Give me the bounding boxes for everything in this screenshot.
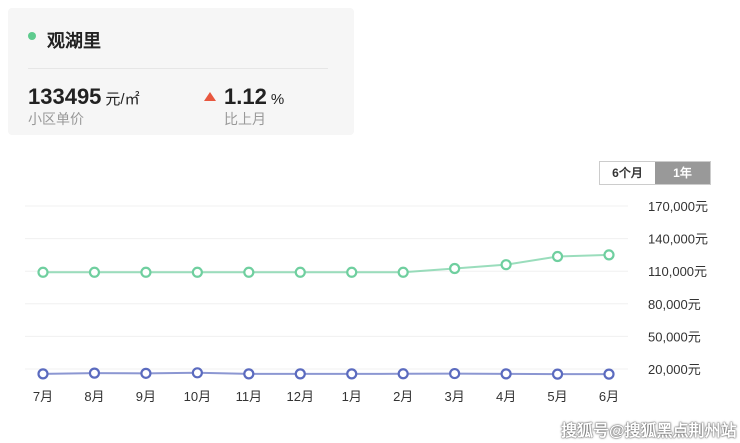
- data-point: [449, 262, 461, 275]
- x-tick-label: 2月: [393, 389, 413, 404]
- tab-1-year[interactable]: 1年: [655, 162, 710, 184]
- x-tick-label: 6月: [599, 389, 619, 404]
- data-point: [346, 368, 358, 380]
- x-tick-label: 1月: [342, 389, 362, 404]
- month-change: 1.12%: [224, 84, 285, 109]
- data-point: [603, 368, 615, 380]
- data-point: [500, 259, 512, 271]
- data-point: [191, 266, 203, 278]
- x-tick-label: 4月: [496, 389, 516, 404]
- data-point: [88, 367, 101, 379]
- x-tick-label: 5月: [547, 389, 567, 404]
- data-point: [500, 368, 512, 380]
- data-point: [551, 250, 564, 263]
- data-point: [37, 266, 49, 278]
- x-tick-label: 12月: [287, 389, 314, 404]
- data-point: [140, 266, 152, 278]
- y-tick-label: 50,000元: [648, 329, 701, 344]
- data-point: [397, 266, 409, 278]
- y-tick-label: 80,000元: [648, 297, 701, 312]
- x-tick-label: 10月: [184, 389, 211, 404]
- data-point: [346, 266, 358, 278]
- x-tick-label: 8月: [84, 389, 104, 404]
- unit-price: 133495 元/㎡: [28, 84, 140, 109]
- month-change-label: 比上月: [224, 111, 266, 127]
- data-point: [88, 266, 101, 278]
- data-point: [191, 367, 203, 379]
- data-point: [140, 367, 152, 379]
- data-point: [37, 368, 49, 380]
- data-point: [449, 367, 461, 380]
- up-triangle-icon: [204, 92, 216, 101]
- unit-price-label: 小区单价: [28, 111, 84, 127]
- data-point: [294, 368, 306, 380]
- data-point: [551, 368, 564, 380]
- data-point: [397, 368, 409, 380]
- community-name: 观湖里: [47, 31, 101, 51]
- y-tick-label: 140,000元: [648, 232, 708, 247]
- divider: [28, 68, 328, 69]
- data-point: [603, 249, 615, 261]
- summary-card: 观湖里 133495 元/㎡ 小区单价 1.12% 比上月: [8, 8, 354, 135]
- y-tick-label: 110,000元: [648, 264, 707, 279]
- x-tick-label: 11月: [236, 389, 263, 404]
- data-point: [243, 368, 255, 380]
- series-line: [42, 371, 609, 376]
- x-tick-label: 9月: [136, 389, 156, 404]
- range-toggle: 6个月 1年: [599, 161, 711, 185]
- legend-dot: [28, 32, 36, 40]
- y-tick-label: 170,000元: [648, 199, 708, 214]
- y-tick-label: 20,000元: [648, 362, 701, 377]
- x-tick-label: 3月: [445, 389, 465, 404]
- series-line: [43, 253, 610, 274]
- watermark: 搜狐号@搜狐黑点荆州站: [561, 423, 737, 440]
- tab-6-months[interactable]: 6个月: [600, 162, 655, 184]
- data-point: [294, 266, 306, 278]
- x-tick-label: 7月: [33, 389, 53, 404]
- data-point: [243, 266, 255, 278]
